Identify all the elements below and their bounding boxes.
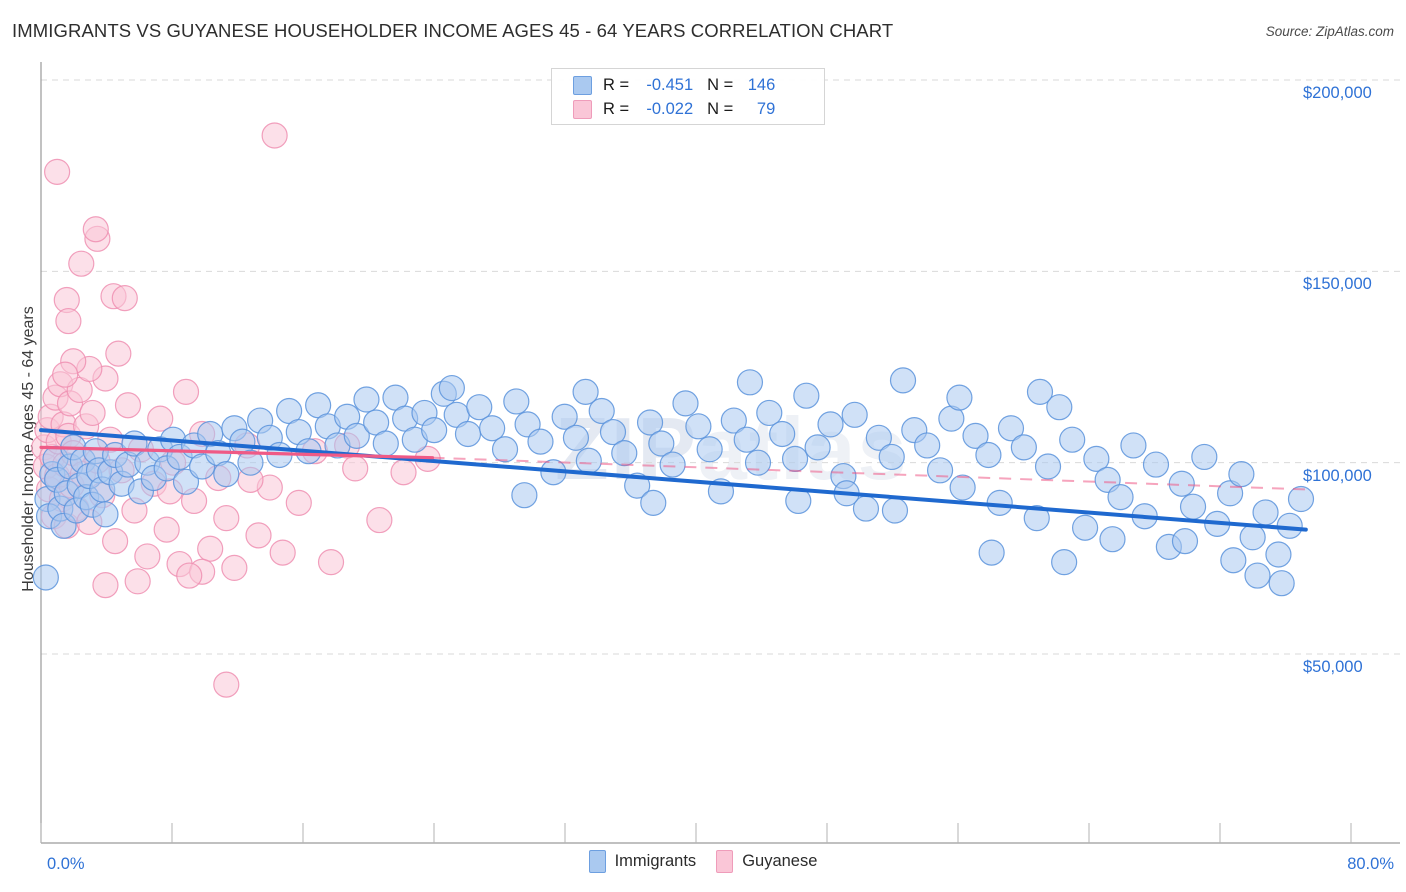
source-attribution: Source: ZipAtlas.com (1265, 24, 1394, 39)
x-tick-label-min: 0.0% (47, 855, 85, 873)
y-tick-label: $200,000 (1303, 84, 1372, 102)
r-label: R = (603, 75, 630, 94)
y-tick-label: $150,000 (1303, 275, 1372, 294)
correlation-legend: R = -0.451 N = 146 R = -0.022 N = 79 (551, 68, 825, 125)
n-label: N = (707, 75, 734, 94)
legend-swatch-guyanese-icon (716, 850, 734, 873)
legend-row-immigrants: R = -0.451 N = 146 (573, 73, 775, 97)
legend-swatch-guyanese (573, 99, 592, 119)
n-label: N = (707, 99, 734, 118)
y-tick-label: $50,000 (1303, 658, 1363, 676)
trend-lines (39, 428, 1308, 532)
x-tick-label-max: 80.0% (1347, 855, 1394, 873)
legend-label-guyanese: Guyanese (742, 852, 818, 870)
series-legend: Immigrants Guyanese (0, 850, 1406, 873)
n-value-immigrants: 146 (747, 75, 776, 94)
legend-swatch-immigrants (573, 75, 592, 95)
n-value-guyanese: 79 (756, 99, 776, 118)
page-title: IMMIGRANTS VS GUYANESE HOUSEHOLDER INCOM… (12, 20, 894, 41)
legend-item-immigrants[interactable]: Immigrants (588, 850, 697, 873)
r-value-immigrants: -0.451 (646, 75, 694, 94)
y-tick-label: $100,000 (1303, 466, 1372, 485)
legend-swatch-immigrants-icon (588, 850, 606, 873)
r-value-guyanese: -0.022 (646, 99, 694, 118)
r-label: R = (603, 99, 630, 118)
legend-item-guyanese[interactable]: Guyanese (716, 850, 817, 873)
legend-label-immigrants: Immigrants (614, 852, 697, 870)
legend-row-guyanese: R = -0.022 N = 79 (573, 97, 775, 121)
x-tick-marks (40, 823, 1352, 843)
